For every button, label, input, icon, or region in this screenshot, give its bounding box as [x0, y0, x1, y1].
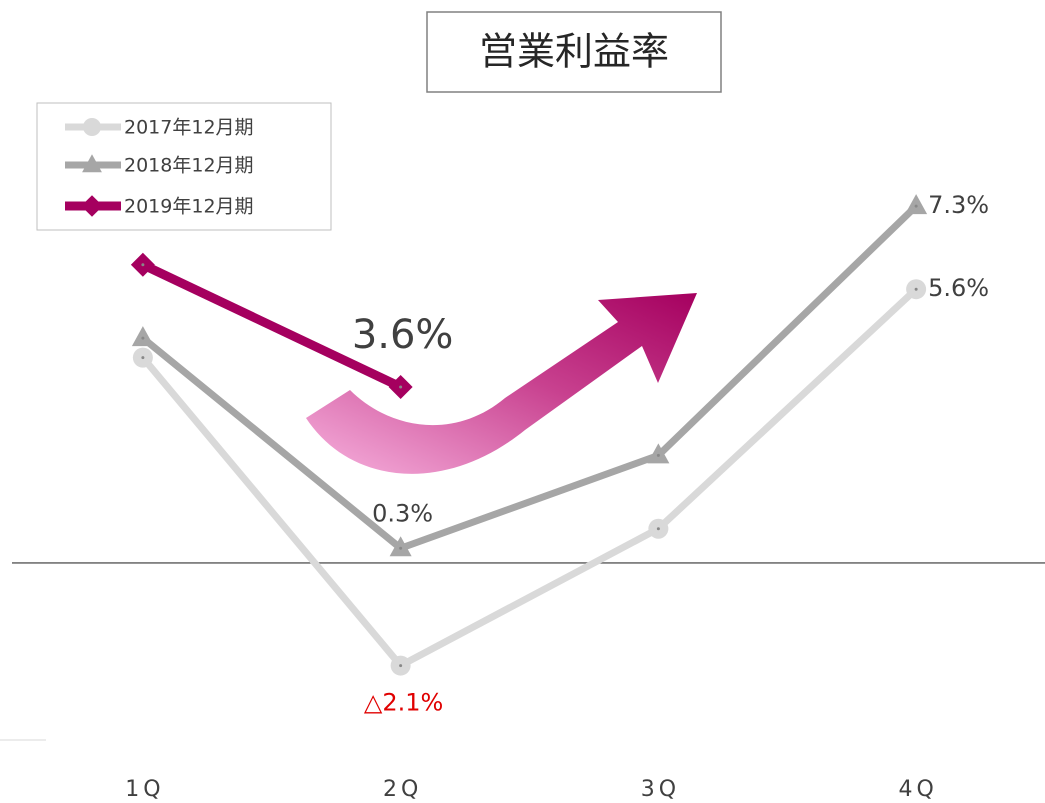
point-dot [141, 263, 145, 267]
data-label: △2.1% [364, 689, 443, 717]
x-tick-label: 2Q [383, 777, 422, 802]
data-label: 7.3% [928, 191, 989, 219]
point [131, 326, 154, 347]
point-dot [656, 527, 660, 531]
x-tick-label: 4Q [898, 777, 937, 802]
point [389, 536, 412, 557]
legend-marker [81, 195, 103, 217]
legend-marker [82, 154, 102, 173]
x-tick-label: 1Q [125, 777, 164, 802]
chart-title: 営業利益率 [479, 30, 669, 74]
series-line [140, 260, 403, 392]
point [905, 194, 928, 215]
series-line [140, 286, 919, 670]
legend-label: 2018年12月期 [124, 155, 254, 177]
data-label: 3.6% [352, 312, 454, 358]
title-box [426, 11, 722, 93]
point-dot [141, 356, 145, 360]
point-dot [141, 336, 145, 340]
point [647, 443, 670, 464]
point-dot [914, 287, 918, 291]
point-dot [399, 546, 403, 550]
legend-label: 2017年12月期 [124, 117, 254, 139]
trend-arrow [306, 293, 697, 474]
legend-label: 2019年12月期 [124, 196, 254, 218]
legend-marker [83, 118, 101, 136]
data-label: 0.3% [372, 499, 433, 527]
series-line [140, 203, 919, 552]
point-dot [399, 385, 403, 389]
point-dot [914, 204, 918, 208]
point-dot [656, 453, 660, 457]
data-label: 5.6% [928, 274, 989, 302]
x-tick-label: 3Q [641, 777, 680, 802]
point-dot [399, 664, 403, 668]
